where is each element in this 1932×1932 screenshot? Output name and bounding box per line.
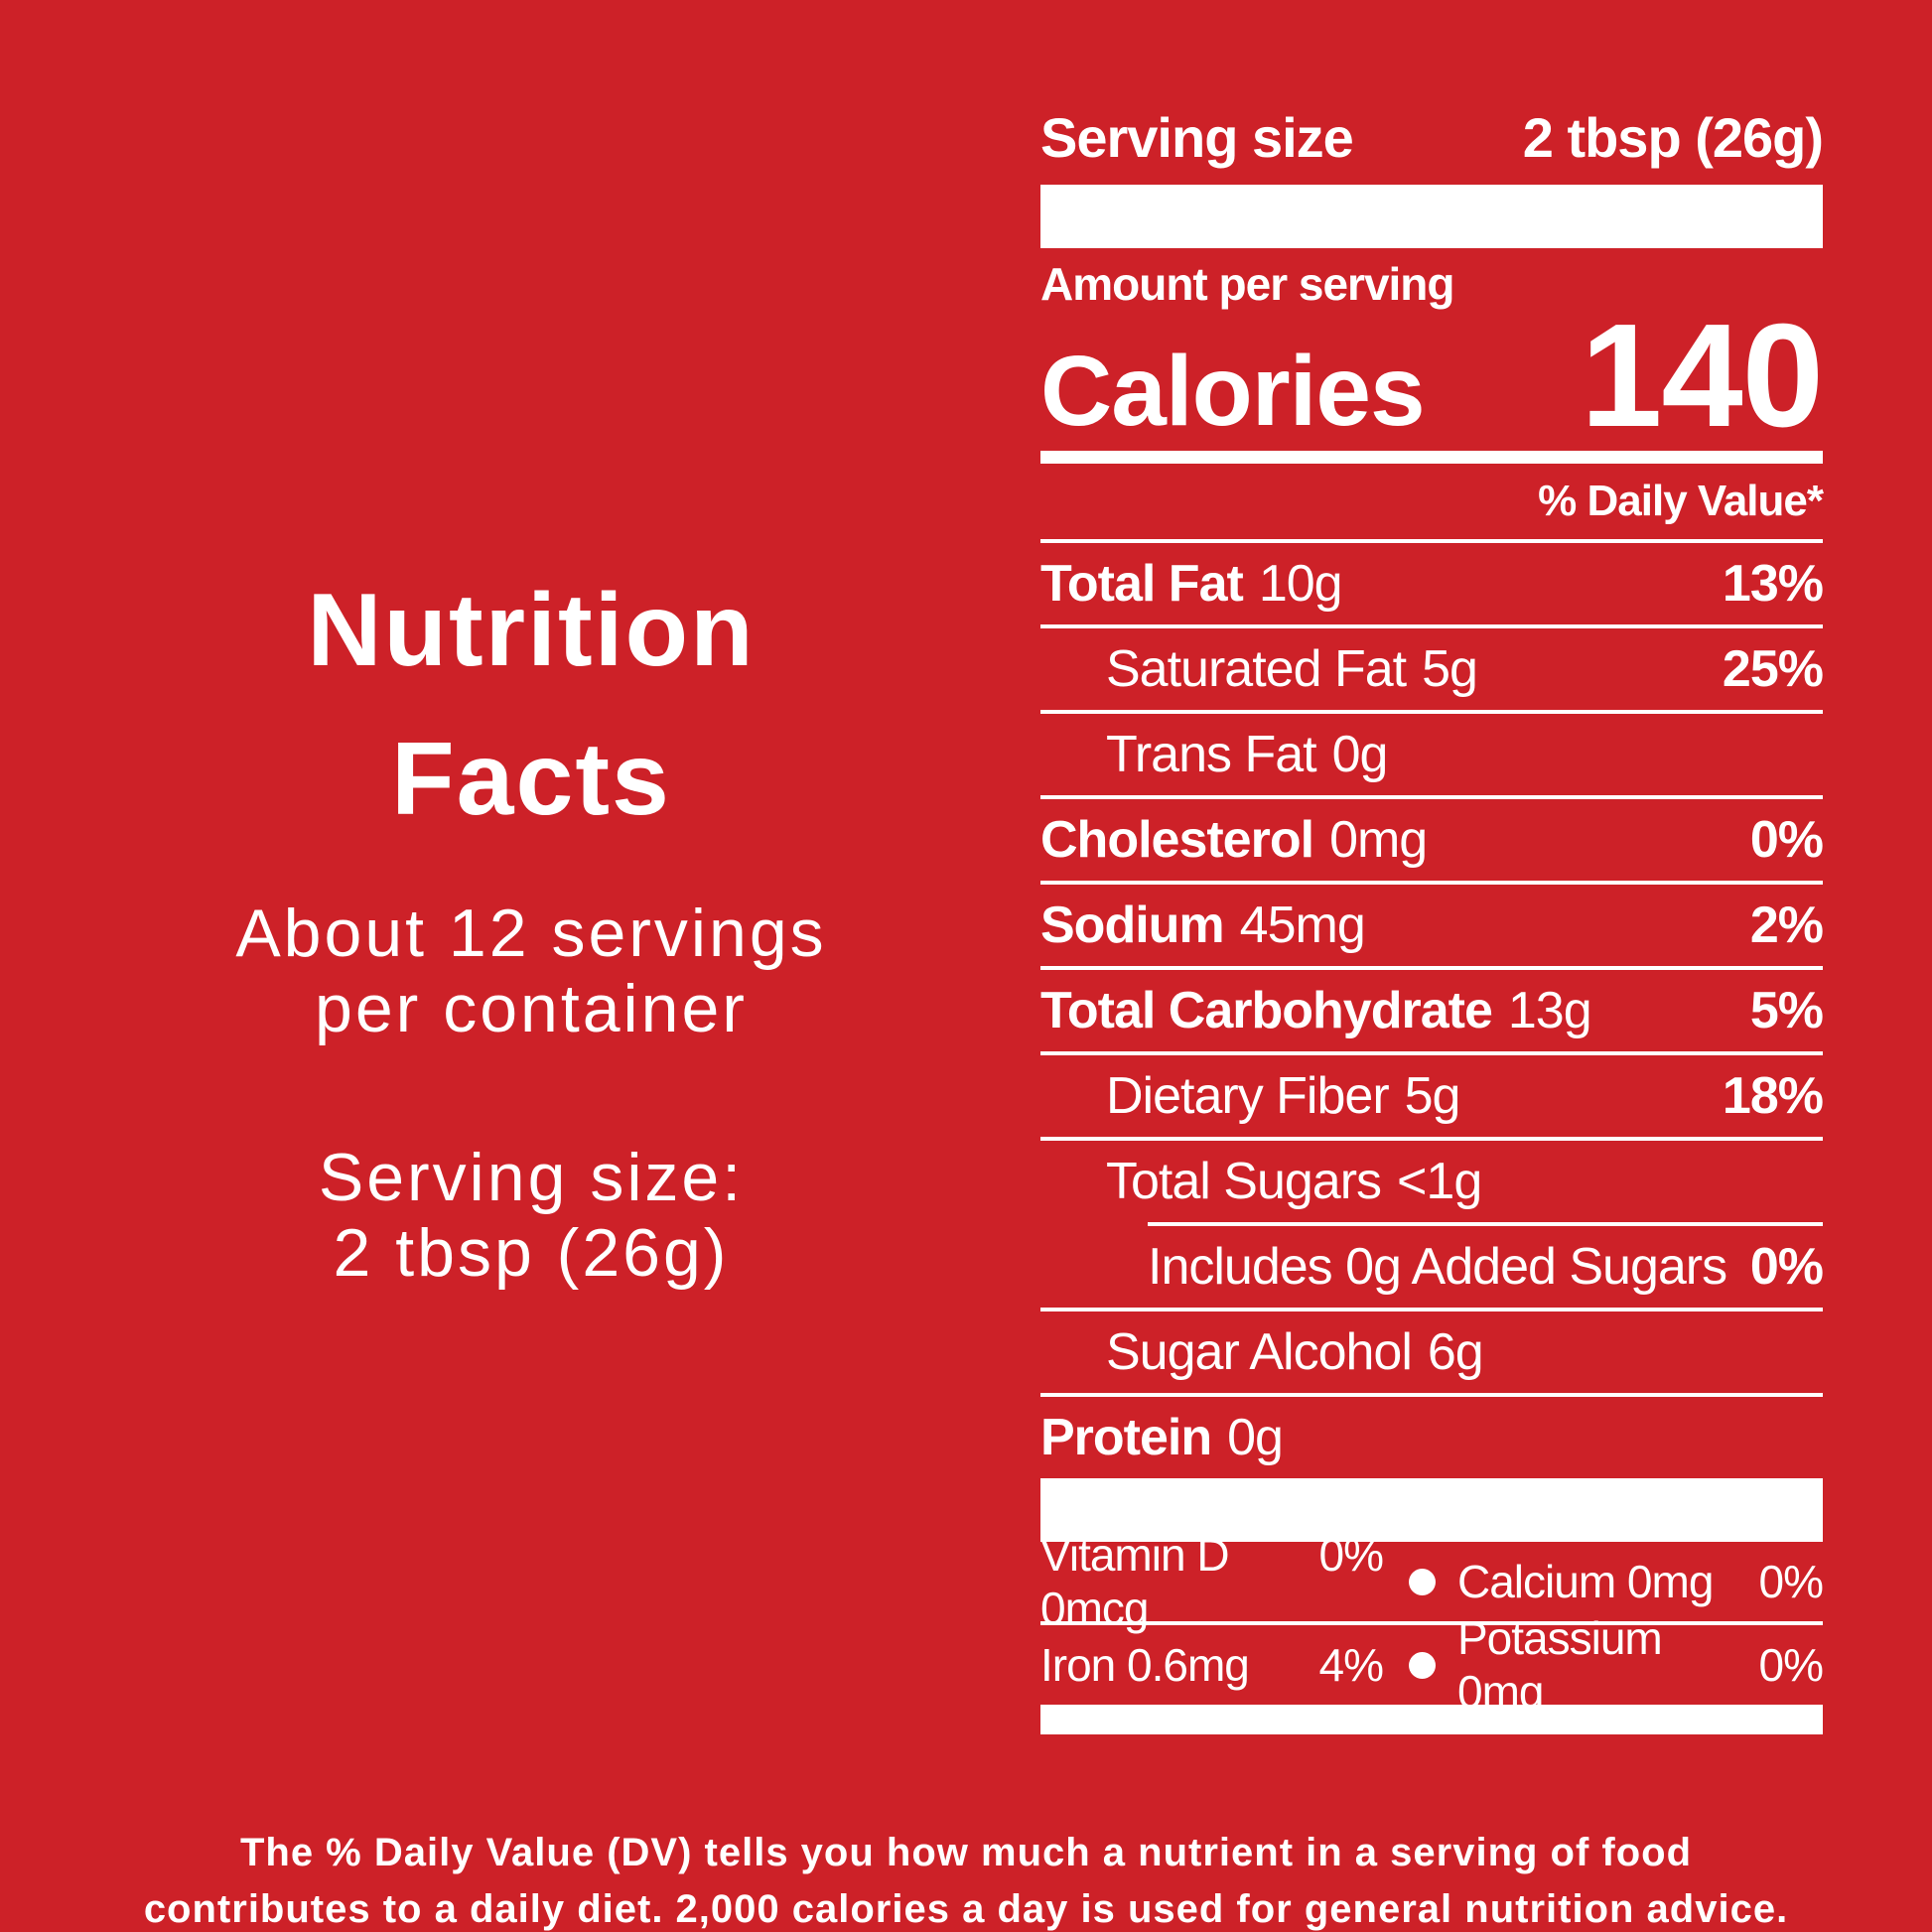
nutrient-name: Saturated Fat — [1106, 640, 1407, 698]
nutrient-value: 5g — [1404, 1067, 1461, 1125]
intro-servings: About 12 servings per container — [94, 896, 968, 1046]
nutrient-row-total-carbohydrate: Total Carbohydrate 13g 5% — [1040, 970, 1824, 1051]
nutrient-value: 5g — [1422, 640, 1478, 698]
divider-rule — [1040, 710, 1823, 714]
nutrient-name: Trans Fat — [1106, 726, 1317, 783]
intro-serving-size: Serving size: 2 tbsp (26g) — [94, 1140, 968, 1291]
nutrient-name: Total Fat — [1040, 555, 1244, 613]
nutrient-percent: 0% — [1749, 1238, 1824, 1296]
nutrient-row-saturated-fat: Saturated Fat 5g 25% — [1040, 628, 1824, 710]
intro-servings-line1: About 12 servings — [235, 896, 827, 971]
nutrient-name: Sodium — [1040, 897, 1225, 954]
divider-rule — [1040, 1621, 1823, 1625]
nutrient-row-total-sugars: Total Sugars <1g — [1040, 1141, 1823, 1222]
nutrient-value: 6g — [1427, 1323, 1484, 1381]
nutrient-row-cholesterol: Cholesterol 0mg 0% — [1040, 799, 1824, 881]
divider-rule-indented — [1148, 1222, 1823, 1226]
micronutrient-percent: 0% — [1318, 1529, 1384, 1581]
nutrient-row-dietary-fiber: Dietary Fiber 5g 18% — [1040, 1055, 1824, 1137]
nutrient-value: 0g — [1331, 726, 1389, 783]
nutrient-row-total-fat: Total Fat 10g 13% — [1040, 543, 1824, 624]
nutrition-facts-panel: Serving size 2 tbsp (26g) Amount per ser… — [1040, 89, 1824, 1734]
nutrient-percent: 2% — [1749, 897, 1824, 954]
divider-rule — [1040, 881, 1823, 885]
daily-value-header: % Daily Value* — [1538, 477, 1824, 525]
amount-per-serving-label: Amount per serving — [1040, 258, 1455, 310]
intro-serving-size-line2: 2 tbsp (26g) — [333, 1215, 730, 1291]
calories-value: 140 — [1581, 293, 1824, 458]
nutrient-percent: 25% — [1722, 640, 1824, 698]
nutrient-percent: 18% — [1722, 1067, 1824, 1125]
daily-value-footnote: The % Daily Value (DV) tells you how muc… — [0, 1825, 1932, 1932]
nutrient-row-sodium: Sodium 45mg 2% — [1040, 885, 1824, 966]
micronutrient-row-2: Iron 0.6mg 4% Potassium 0mg 0% — [1040, 1612, 1824, 1718]
intro-title: Nutrition Facts — [94, 556, 968, 854]
serving-size-label: Serving size — [1040, 105, 1354, 169]
nutrient-value: <1g — [1397, 1153, 1482, 1210]
micronutrient-percent: 0% — [1758, 1556, 1824, 1607]
nutrient-name: Includes 0g Added Sugars — [1148, 1238, 1727, 1296]
thick-divider-rule — [1040, 451, 1823, 464]
nutrient-row-sugar-alcohol: Sugar Alcohol 6g — [1040, 1311, 1823, 1393]
divider-rule — [1040, 624, 1823, 628]
divider-rule — [1040, 966, 1823, 970]
intro-servings-line2: per container — [315, 971, 748, 1046]
intro-title-line1: Nutrition — [307, 573, 756, 688]
divider-rule — [1040, 1051, 1823, 1055]
nutrient-row-protein: Protein 0g — [1040, 1397, 1823, 1478]
bullet-icon — [1409, 1568, 1436, 1595]
micronutrient-row-1: Vitamin D 0mcg 0% Calcium 0mg 0% — [1040, 1529, 1824, 1634]
micronutrient-name: Iron 0.6mg — [1040, 1639, 1250, 1691]
separator-bar — [1040, 1478, 1823, 1542]
micronutrient-name: Calcium 0mg — [1457, 1556, 1714, 1607]
serving-size-value: 2 tbsp (26g) — [1522, 105, 1824, 169]
micronutrient-percent: 4% — [1318, 1639, 1384, 1691]
bullet-icon — [1409, 1651, 1436, 1679]
calories-row: Calories 140 — [1040, 293, 1824, 458]
serving-size-row: Serving size 2 tbsp (26g) — [1040, 89, 1824, 185]
nutrient-percent: 0% — [1749, 811, 1824, 869]
intro-title-line2: Facts — [391, 722, 671, 837]
intro-serving-size-line1: Serving size: — [318, 1140, 745, 1215]
nutrient-name: Total Sugars — [1106, 1153, 1382, 1210]
divider-rule — [1040, 1137, 1823, 1141]
divider-rule — [1040, 1308, 1823, 1311]
footnote-line2: contributes to a daily diet. 2,000 calor… — [143, 1887, 1789, 1931]
nutrient-name: Total Carbohydrate — [1040, 982, 1493, 1039]
nutrient-name: Dietary Fiber — [1106, 1067, 1390, 1125]
separator-bar — [1040, 1705, 1823, 1734]
divider-rule — [1040, 795, 1823, 799]
nutrient-value: 13g — [1507, 982, 1592, 1039]
nutrient-value: 45mg — [1239, 897, 1366, 954]
separator-bar — [1040, 185, 1823, 248]
nutrient-percent: 5% — [1749, 982, 1824, 1039]
nutrient-value: 0mg — [1329, 811, 1428, 869]
nutrient-value: 0g — [1227, 1409, 1284, 1466]
divider-rule — [1040, 539, 1823, 543]
micronutrient-percent: 0% — [1758, 1639, 1824, 1691]
nutrient-name: Protein — [1040, 1409, 1212, 1466]
nutrient-name: Cholesterol — [1040, 811, 1314, 869]
nutrient-row-added-sugars: Includes 0g Added Sugars 0% — [1040, 1226, 1824, 1308]
nutrient-value: 10g — [1258, 555, 1343, 613]
footnote-line1: The % Daily Value (DV) tells you how muc… — [239, 1831, 1693, 1874]
divider-rule — [1040, 1393, 1823, 1397]
nutrient-row-trans-fat: Trans Fat 0g — [1040, 714, 1823, 795]
micronutrient-name: Vitamin D 0mcg — [1040, 1529, 1230, 1634]
nutrient-percent: 13% — [1722, 555, 1824, 613]
calories-label: Calories — [1040, 336, 1426, 447]
micronutrient-name: Potassium 0mg — [1457, 1612, 1663, 1718]
nutrient-name: Sugar Alcohol — [1106, 1323, 1413, 1381]
